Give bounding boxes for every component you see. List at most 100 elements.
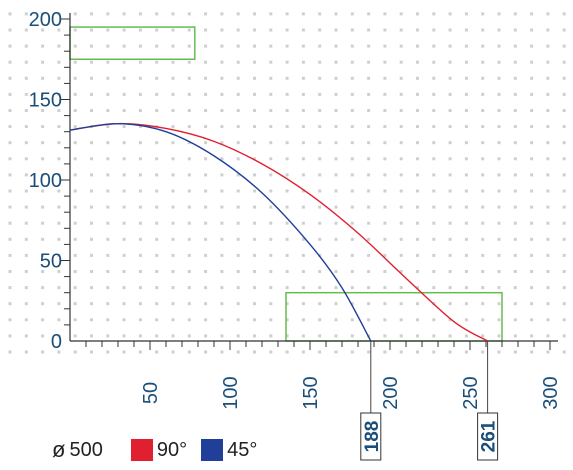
grid-dot — [24, 286, 28, 290]
grid-dot — [367, 60, 371, 64]
grid-dot — [253, 237, 256, 241]
grid-dot — [416, 350, 419, 354]
grid-dot — [155, 205, 159, 209]
grid-dot — [57, 109, 61, 112]
grid-dot — [432, 237, 436, 241]
grid-dot — [513, 60, 517, 64]
grid-dot — [367, 157, 371, 161]
x-tick-label: 150 — [300, 376, 322, 409]
grid-dot — [8, 28, 12, 32]
grid-dot — [73, 28, 77, 32]
grid-dot — [497, 157, 501, 161]
grid-dot — [57, 237, 61, 241]
grid-dot — [269, 189, 273, 193]
grid-dot — [334, 157, 338, 161]
grid-dot — [73, 141, 77, 145]
grid-dot — [253, 334, 256, 338]
grid-dot — [269, 141, 273, 145]
grid-dot — [481, 286, 485, 290]
grid-dot — [301, 189, 305, 193]
grid-dot — [138, 350, 142, 354]
grid-dot — [497, 302, 501, 306]
grid-dot — [171, 141, 175, 145]
grid-dot — [106, 28, 110, 32]
grid-dot — [350, 109, 354, 112]
grid-dot — [187, 76, 191, 80]
grid-dot — [106, 270, 110, 273]
grid-dot — [334, 28, 338, 32]
grid-dot — [220, 76, 224, 80]
grid-dot — [236, 92, 240, 96]
grid-dot — [546, 173, 550, 177]
grid-dot — [416, 205, 419, 209]
grid-dot — [269, 318, 273, 322]
grid-dot — [448, 141, 452, 145]
grid-dot — [546, 334, 550, 338]
grid-dot — [497, 189, 501, 193]
grid-dot — [416, 76, 419, 80]
grid-dot — [236, 253, 240, 257]
grid-dot — [236, 12, 240, 16]
grid-dot — [138, 44, 142, 48]
grid-dot — [318, 350, 322, 354]
grid-dot — [448, 205, 452, 209]
grid-dot — [253, 173, 256, 177]
grid-dot — [334, 221, 338, 225]
grid-dot — [269, 109, 273, 112]
grid-dot — [204, 189, 208, 193]
grid-dot — [481, 60, 485, 64]
grid-dot — [432, 286, 436, 290]
grid-dot — [530, 173, 534, 177]
grid-dot — [187, 302, 191, 306]
grid-dot — [416, 189, 419, 193]
grid-dot — [530, 44, 534, 48]
grid-dot — [90, 28, 93, 32]
grid-dot — [546, 253, 550, 257]
grid-dot — [481, 205, 485, 209]
grid-dot — [220, 157, 224, 161]
grid-dot — [383, 253, 387, 257]
grid-dot — [350, 318, 354, 322]
grid-dot — [481, 141, 485, 145]
grid-dot — [204, 253, 208, 257]
grid-dot — [497, 28, 501, 32]
grid-dot — [318, 189, 322, 193]
grid-dot — [90, 92, 93, 96]
grid-dot — [90, 205, 93, 209]
grid-dot — [41, 350, 45, 354]
grid-dot — [530, 318, 534, 322]
grid-dot — [546, 189, 550, 193]
grid-dot — [171, 253, 175, 257]
grid-dot — [204, 302, 208, 306]
grid-dot — [432, 221, 436, 225]
grid-dot — [171, 318, 175, 322]
grid-dot — [562, 270, 566, 273]
grid-dot — [318, 237, 322, 241]
grid-dot — [334, 270, 338, 273]
grid-dot — [73, 44, 77, 48]
grid-dot — [481, 28, 485, 32]
grid-dot — [73, 318, 77, 322]
grid-dot — [416, 44, 419, 48]
grid-dot — [546, 237, 550, 241]
grid-dot — [155, 76, 159, 80]
grid-dot — [334, 60, 338, 64]
grid-dot — [562, 28, 566, 32]
grid-dot — [301, 12, 305, 16]
grid-dot — [220, 350, 224, 354]
grid-dot — [220, 109, 224, 112]
grid-dot — [8, 189, 12, 193]
grid-dot — [416, 221, 419, 225]
grid-dot — [122, 350, 126, 354]
grid-dot — [318, 157, 322, 161]
grid-dot — [204, 141, 208, 145]
grid-dot — [432, 350, 436, 354]
grid-dot — [546, 76, 550, 80]
grid-dot — [497, 286, 501, 290]
grid-dot — [432, 76, 436, 80]
grid-dot — [8, 205, 12, 209]
grid-dot — [367, 221, 371, 225]
grid-dot — [513, 173, 517, 177]
grid-dot — [106, 60, 110, 64]
grid-dot — [90, 173, 93, 177]
